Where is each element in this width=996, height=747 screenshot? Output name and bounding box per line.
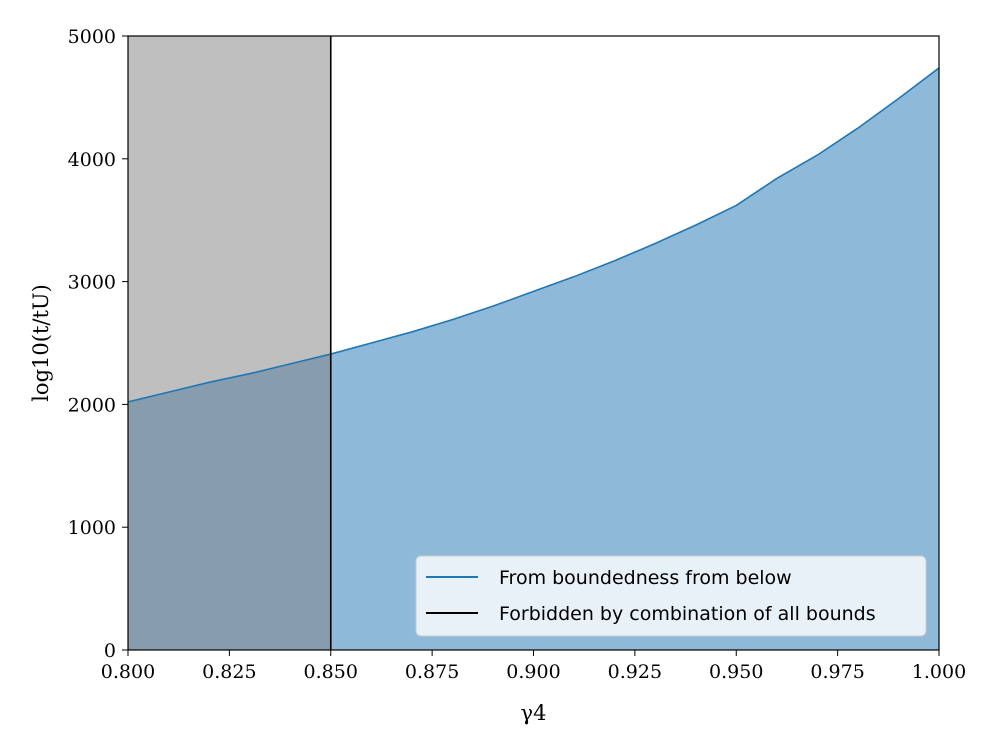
- x-tick-label: 0.900: [506, 661, 560, 683]
- legend: From boundedness from below Forbidden by…: [415, 555, 927, 637]
- x-tick-label: 0.925: [608, 661, 662, 683]
- plot-area: [127, 36, 940, 651]
- y-tick-label: 3000: [68, 272, 116, 294]
- x-tick-label: 0.875: [405, 661, 459, 683]
- y-tick-label: 0: [104, 640, 116, 662]
- x-tick-label: 0.800: [101, 661, 155, 683]
- y-tick-label: 5000: [68, 26, 116, 48]
- x-tick-label: 0.975: [810, 661, 864, 683]
- legend-label-boundedness: From boundedness from below: [499, 567, 792, 589]
- x-tick-label: 0.850: [304, 661, 358, 683]
- forbidden-band: [128, 36, 331, 650]
- x-tick-label: 1.000: [912, 661, 966, 683]
- y-tick-label: 4000: [68, 149, 116, 171]
- y-tick-label: 1000: [68, 517, 116, 539]
- y-tick-label: 2000: [68, 394, 116, 416]
- ticks: 0.800 0.825 0.850 0.875 0.900 0.925 0.950 0.975…: [68, 26, 967, 683]
- x-tick-label: 0.825: [202, 661, 256, 683]
- x-axis-label: γ4: [521, 701, 547, 725]
- y-axis-label: log10(t/tU): [29, 284, 53, 402]
- boundedness-line: [127, 67, 940, 403]
- x-tick-label: 0.950: [709, 661, 763, 683]
- legend-label-forbidden: Forbidden by combination of all bounds: [499, 603, 876, 625]
- legend-box: [415, 555, 927, 637]
